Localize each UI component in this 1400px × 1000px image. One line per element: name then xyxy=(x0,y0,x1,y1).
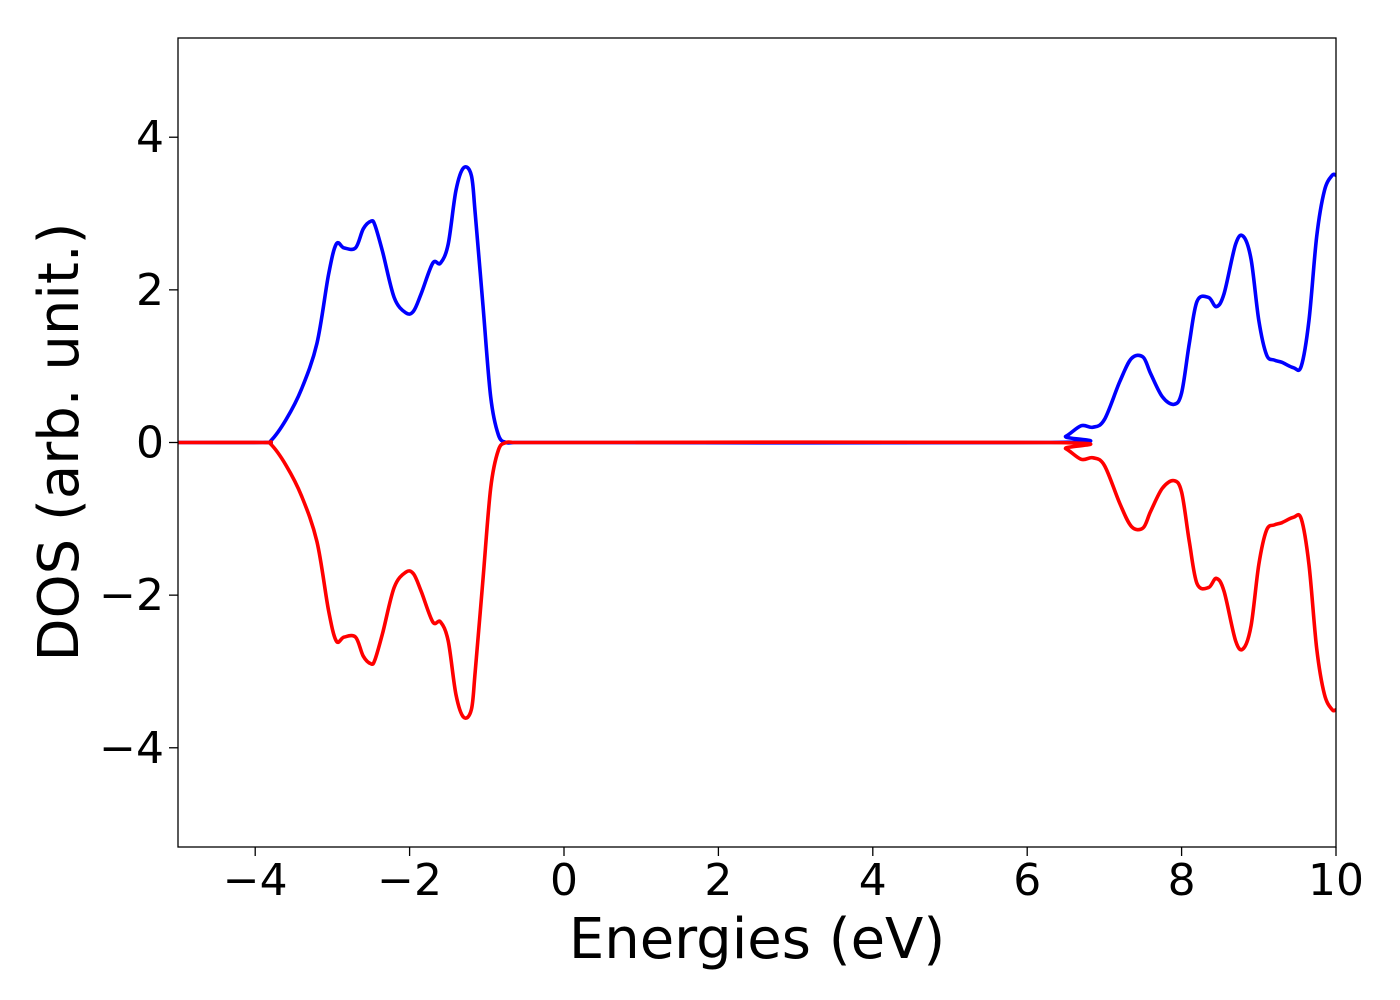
x-tick-label: 2 xyxy=(704,855,732,906)
x-tick-label: 8 xyxy=(1168,855,1196,906)
y-tick-label: 4 xyxy=(136,112,164,163)
y-tick-label: −4 xyxy=(99,723,164,774)
series-layer xyxy=(178,165,1336,720)
series-line-up xyxy=(178,165,1336,445)
x-tick-label: −2 xyxy=(377,855,442,906)
series-line-down xyxy=(178,440,1336,720)
y-tick-label: −2 xyxy=(99,570,164,621)
y-tick-label: 2 xyxy=(136,265,164,316)
y-axis-label: DOS (arb. unit.) xyxy=(27,222,92,661)
x-tick-label: 6 xyxy=(1013,855,1041,906)
x-tick-label: 4 xyxy=(859,855,887,906)
x-tick-label: 10 xyxy=(1308,855,1364,906)
ticks-layer: −4 −2 0 2 4 6 8 10 4 2 0 −2 −4 xyxy=(99,112,1364,906)
x-tick-label: 0 xyxy=(550,855,578,906)
y-tick-label: 0 xyxy=(136,418,164,469)
x-tick-label: −4 xyxy=(223,855,288,906)
x-axis-label: Energies (eV) xyxy=(569,907,945,972)
